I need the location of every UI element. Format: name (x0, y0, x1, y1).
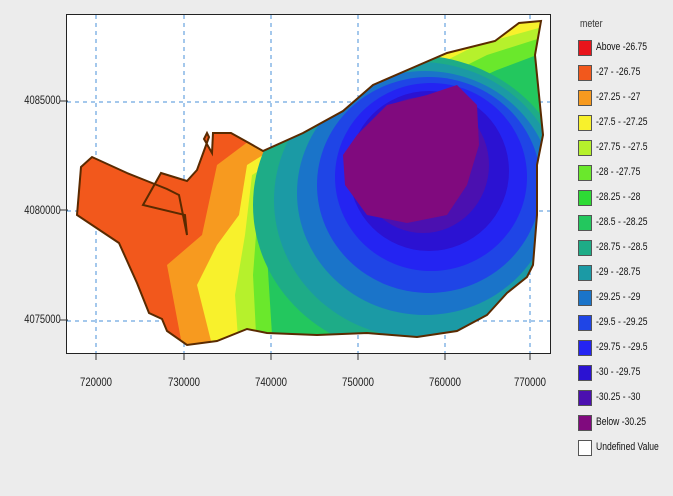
contour-fill (77, 21, 543, 345)
legend-label: -28.5 - -28.25 (596, 216, 648, 228)
legend-swatch (578, 390, 592, 406)
legend-item: -29.5 - -29.25 (578, 313, 673, 333)
legend-label: -27 - -26.75 (596, 66, 641, 78)
legend-swatch (578, 440, 592, 456)
legend-item: -27.25 - -27 (578, 88, 673, 108)
y-tick-label: 4080000 (24, 203, 61, 217)
legend-title: meter (580, 18, 603, 30)
legend-item: -28 - -27.75 (578, 163, 673, 183)
legend-label: -29.75 - -29.5 (596, 341, 648, 353)
basin-outline (75, 19, 545, 347)
legend-swatch (578, 165, 592, 181)
legend-item: -27.75 - -27.5 (578, 138, 673, 158)
legend: meter Above -26.75 -27 - -26.75 -27.25 - -… (578, 0, 673, 496)
legend-label: Above -26.75 (596, 41, 648, 53)
x-tick-label: 770000 (513, 375, 547, 389)
legend-swatch (578, 315, 592, 331)
legend-label: -30.25 - -30 (596, 391, 641, 403)
legend-label: Below -30.25 (596, 416, 647, 428)
contour-map (67, 15, 550, 353)
legend-label: -28.75 - -28.5 (596, 241, 648, 253)
legend-label: -29.25 - -29 (596, 291, 641, 303)
legend-label: -30 - -29.75 (596, 366, 641, 378)
legend-item: Above -26.75 (578, 38, 673, 58)
legend-label: -27.5 - -27.25 (596, 116, 648, 128)
x-tick-label: 720000 (79, 375, 113, 389)
legend-item: -30.25 - -30 (578, 388, 673, 408)
legend-label: Undefined Value (596, 441, 659, 453)
legend-label: -27.25 - -27 (596, 91, 641, 103)
legend-item: -30 - -29.75 (578, 363, 673, 383)
x-tick-label: 730000 (167, 375, 201, 389)
legend-swatch (578, 190, 592, 206)
legend-label: -28 - -27.75 (596, 166, 641, 178)
legend-item: -27.5 - -27.25 (578, 113, 673, 133)
legend-item: -27 - -26.75 (578, 63, 673, 83)
legend-swatch (578, 40, 592, 56)
legend-label: -27.75 - -27.5 (596, 141, 648, 153)
x-tick-label: 750000 (341, 375, 375, 389)
legend-swatch (578, 340, 592, 356)
y-axis-ticks (60, 100, 68, 321)
legend-swatch (578, 215, 592, 231)
legend-swatch (578, 115, 592, 131)
legend-item: Below -30.25 (578, 413, 673, 433)
x-tick-label: 740000 (254, 375, 288, 389)
legend-item: -28.75 - -28.5 (578, 238, 673, 258)
legend-swatch (578, 240, 592, 256)
legend-swatch (578, 415, 592, 431)
legend-label: -28.25 - -28 (596, 191, 641, 203)
legend-item: -28.25 - -28 (578, 188, 673, 208)
legend-item: -29 - -28.75 (578, 263, 673, 283)
legend-item: -28.5 - -28.25 (578, 213, 673, 233)
legend-swatch (578, 365, 592, 381)
legend-swatch (578, 140, 592, 156)
x-tick-label: 760000 (428, 375, 462, 389)
legend-item: -29.25 - -29 (578, 288, 673, 308)
legend-item: -29.75 - -29.5 (578, 338, 673, 358)
legend-label: -29.5 - -29.25 (596, 316, 648, 328)
x-axis-ticks (95, 354, 531, 360)
legend-item: Undefined Value (578, 438, 673, 458)
legend-swatch (578, 290, 592, 306)
legend-swatch (578, 65, 592, 81)
y-tick-label: 4075000 (24, 312, 61, 326)
legend-swatch (578, 90, 592, 106)
legend-swatch (578, 265, 592, 281)
legend-label: -29 - -28.75 (596, 266, 641, 278)
y-tick-label: 4085000 (24, 93, 61, 107)
map-plot-area[interactable] (66, 14, 551, 354)
